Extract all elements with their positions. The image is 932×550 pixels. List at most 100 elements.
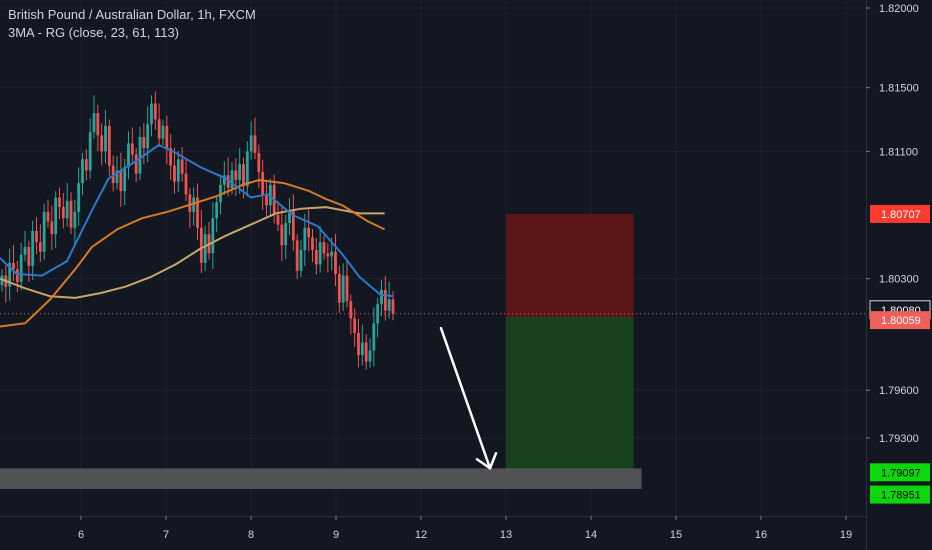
candle-body <box>42 211 46 252</box>
candle-body <box>180 159 184 174</box>
candle-body <box>61 207 65 219</box>
candle-body <box>65 200 69 219</box>
candle-body <box>337 273 341 303</box>
candle-body <box>31 230 35 266</box>
candle-body <box>318 242 322 265</box>
time-tick-label: 13 <box>500 529 512 541</box>
candle-body <box>35 230 38 243</box>
candle-body <box>357 332 360 356</box>
price-tag-bg <box>870 463 930 482</box>
candle-body <box>303 227 307 251</box>
candle-body <box>307 227 311 238</box>
candle-body <box>299 250 303 271</box>
candle-body <box>334 251 337 274</box>
candle-body <box>81 159 84 184</box>
price-tag-label: 1.80059 <box>881 315 921 327</box>
candle-body <box>27 246 31 266</box>
candle-body <box>314 250 318 265</box>
candle-body <box>134 154 138 174</box>
candle-body <box>88 132 92 171</box>
candle-body <box>150 103 153 125</box>
time-tick-label: 15 <box>670 529 682 541</box>
candle-body <box>100 135 104 152</box>
candle-body <box>188 194 192 212</box>
ma-fast-line <box>0 144 394 298</box>
candle-body <box>372 323 376 351</box>
candle-body <box>192 197 196 212</box>
time-tick-label: 9 <box>333 529 339 541</box>
candle-body <box>176 159 180 182</box>
price-tag-pink: 1.80059 <box>870 311 930 330</box>
candle-body <box>196 197 199 228</box>
candle-body <box>58 197 61 208</box>
candle-body <box>107 125 111 166</box>
candle-body <box>96 113 100 136</box>
symbol-title[interactable]: British Pound / Australian Dollar, 1h, F… <box>8 7 256 22</box>
price-tick-label: 1.80300 <box>879 274 919 286</box>
candle-body <box>84 159 88 171</box>
candle-body <box>268 184 272 206</box>
price-tag-label: 1.80707 <box>881 209 921 221</box>
price-tag-label: 1.79097 <box>881 467 921 479</box>
candle-body <box>288 210 291 223</box>
candle-body <box>92 113 96 133</box>
candle-body <box>230 170 234 188</box>
candle-body <box>161 125 165 139</box>
candle-body <box>222 175 226 185</box>
time-axis[interactable]: 6 7 8 9 12 13 14 15 16 19 <box>0 516 866 541</box>
candle-body <box>353 318 357 333</box>
price-tag-bg <box>870 311 930 330</box>
candle-body <box>142 137 146 149</box>
time-tick-label: 14 <box>585 529 597 541</box>
candle-body <box>291 210 295 241</box>
candle-body <box>184 173 188 195</box>
candle-body <box>69 200 73 228</box>
time-tick-label: 12 <box>415 529 427 541</box>
candle-body <box>211 218 215 254</box>
candle-body <box>326 253 330 257</box>
time-tick-label: 8 <box>248 529 254 541</box>
candle-body <box>276 215 280 225</box>
down-arrow <box>439 326 492 470</box>
candle-body <box>115 170 119 184</box>
candle-body <box>54 197 58 235</box>
candle-body <box>8 262 12 287</box>
candle-body <box>341 275 345 303</box>
candle-body <box>345 275 349 302</box>
price-tag-green: 1.79097 <box>870 463 930 482</box>
trade-zones <box>0 213 642 489</box>
chart-legend: British Pound / Australian Dollar, 1h, F… <box>8 6 256 42</box>
candle-body <box>138 137 142 174</box>
candle-body <box>38 242 42 252</box>
candle-body <box>383 289 387 311</box>
stop-loss-zone <box>506 213 634 318</box>
candle-body <box>380 289 383 305</box>
indicator-label[interactable]: 3MA - RG (close, 23, 61, 113) <box>8 25 179 40</box>
candle-body <box>391 299 395 314</box>
price-tick-label: 1.82000 <box>879 3 919 15</box>
price-axis-bg <box>866 0 932 550</box>
candle-body <box>73 211 77 228</box>
time-tick-label: 16 <box>755 529 767 541</box>
time-tick-label: 7 <box>163 529 169 541</box>
price-tick-label: 1.79600 <box>879 385 919 397</box>
candle-body <box>245 151 249 187</box>
candle-body <box>376 304 380 324</box>
ma-slow-line <box>0 206 385 299</box>
price-tick-label: 1.79300 <box>879 433 919 445</box>
candle-body <box>157 119 161 139</box>
candle-body <box>242 164 245 187</box>
candle-body <box>349 301 353 319</box>
price-tag-bg <box>870 485 930 504</box>
candle-body <box>23 246 27 255</box>
candle-body <box>203 234 207 263</box>
candle-body <box>199 227 203 263</box>
candle-body <box>130 143 134 155</box>
candle-body <box>15 269 19 282</box>
price-axis[interactable]: 1.82000 1.81500 1.81100 1.80300 1.79600 1.793… <box>866 0 932 550</box>
candle-body <box>19 254 23 282</box>
arrow-head <box>475 452 498 470</box>
